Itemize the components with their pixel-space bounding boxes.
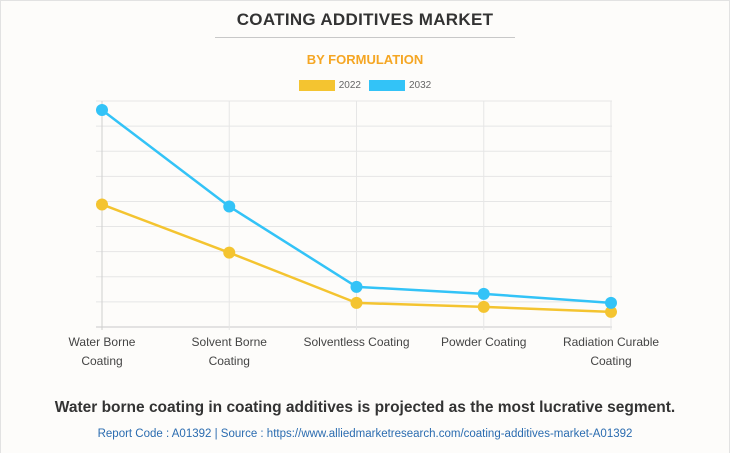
- x-tick-label-line: Coating: [81, 354, 122, 368]
- x-tick-label-line: Coating: [590, 354, 631, 368]
- data-point-2022: [477, 300, 490, 313]
- legend-swatch-2032: [369, 80, 405, 91]
- data-point-2022: [223, 246, 236, 259]
- legend: 2022 2032: [0, 80, 730, 91]
- source-line: Report Code : A01392 | Source : https://…: [97, 428, 633, 440]
- x-tick-label: Solventless Coating: [303, 335, 409, 349]
- legend-item-2032[interactable]: 2032: [369, 80, 431, 91]
- legend-item-2022[interactable]: 2022: [298, 80, 361, 91]
- x-tick-label: Water Borne Coating: [69, 335, 136, 368]
- legend-label-2022: 2022: [338, 80, 361, 91]
- x-tick-label-line: Coating: [209, 354, 250, 368]
- chart-subtitle: BY FORMULATION: [306, 52, 424, 67]
- x-tick-label: Radiation Curable Coating: [563, 335, 659, 368]
- series-points: [96, 104, 617, 318]
- x-tick-label-line: Solvent Borne: [192, 335, 268, 349]
- chart-title: COATING ADDITIVES MARKET: [236, 10, 494, 29]
- legend-swatch-2022: [298, 80, 335, 91]
- x-tick-label: Solvent Borne Coating: [192, 335, 268, 368]
- grid: [96, 100, 612, 330]
- legend-label-2032: 2032: [409, 80, 432, 91]
- data-point-2032: [605, 296, 617, 309]
- data-point-2022: [96, 198, 108, 211]
- data-point-2022: [605, 305, 617, 318]
- x-tick-label-line: Powder Coating: [441, 335, 526, 349]
- x-tick-label-line: Water Borne: [69, 335, 136, 349]
- title-divider: [215, 37, 515, 38]
- chart-caption: Water borne coating in coating additives…: [54, 399, 676, 416]
- x-tick-label-line: Solventless Coating: [303, 335, 409, 349]
- data-point-2022: [350, 296, 363, 309]
- data-point-2032: [350, 280, 363, 293]
- x-tick-label: Powder Coating: [441, 335, 526, 349]
- data-point-2032: [477, 287, 490, 300]
- data-point-2032: [96, 104, 108, 117]
- data-point-2032: [223, 200, 236, 213]
- x-tick-label-line: Radiation Curable: [563, 335, 659, 349]
